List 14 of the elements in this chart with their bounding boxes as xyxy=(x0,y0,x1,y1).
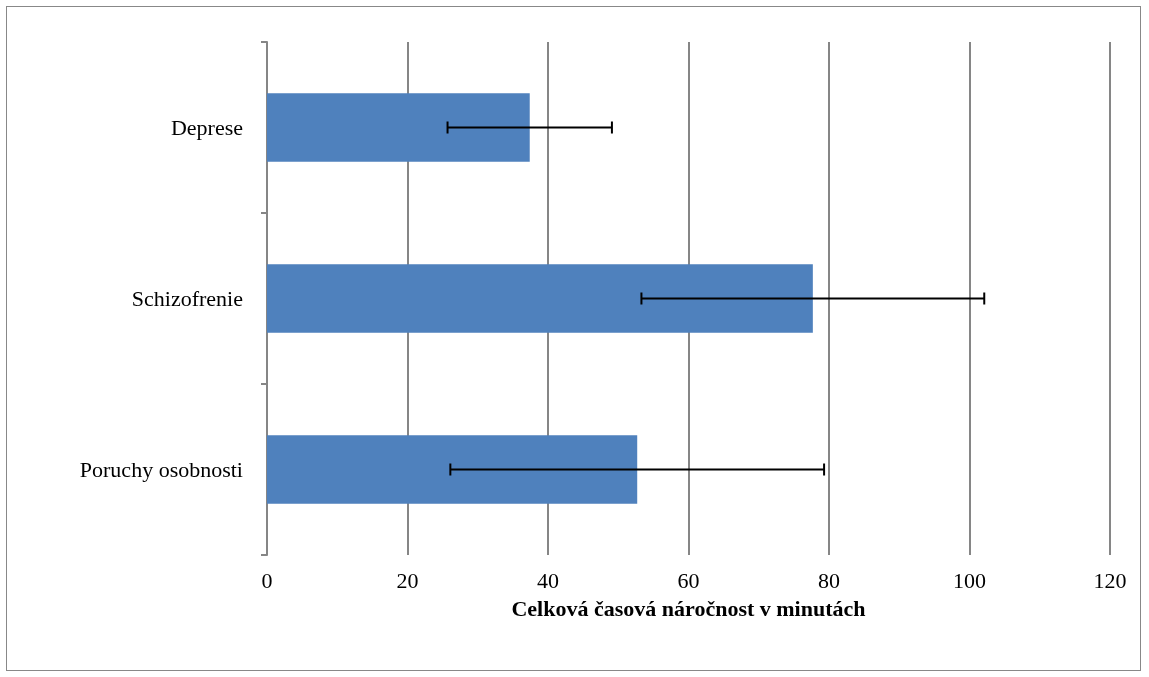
x-tick-label: 120 xyxy=(1093,567,1127,593)
x-tick-label: 0 xyxy=(261,567,273,593)
bar xyxy=(267,93,530,162)
y-tick-label: Poruchy osobnosti xyxy=(79,457,243,482)
x-tick-label: 40 xyxy=(537,567,559,593)
bar xyxy=(267,435,638,504)
x-axis-title: Celková časová náročnost v minutách xyxy=(511,595,866,621)
y-tick-label: Schizofrenie xyxy=(131,286,243,311)
x-tick-label: 80 xyxy=(818,567,840,593)
x-tick-label: 20 xyxy=(396,567,419,593)
x-tick-label: 60 xyxy=(677,567,700,593)
y-tick-label: Deprese xyxy=(170,115,243,140)
x-tick-label: 100 xyxy=(953,567,986,593)
bar xyxy=(267,264,813,333)
